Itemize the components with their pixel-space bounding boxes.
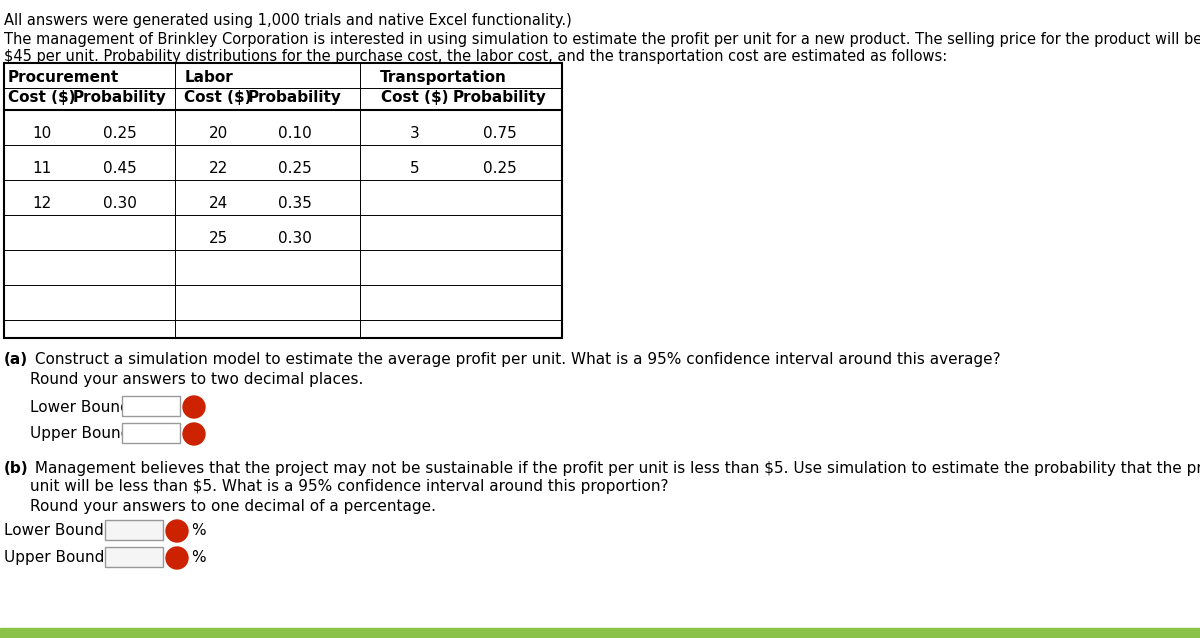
Text: 20: 20 — [209, 126, 228, 141]
Text: Probability: Probability — [73, 90, 167, 105]
Text: Lower Bound: $: Lower Bound: $ — [30, 399, 150, 414]
FancyBboxPatch shape — [106, 520, 163, 540]
Text: (b): (b) — [4, 461, 29, 476]
Text: 0.35: 0.35 — [278, 196, 312, 211]
Text: Cost ($): Cost ($) — [185, 90, 252, 105]
Text: 25: 25 — [209, 231, 228, 246]
Text: 12: 12 — [142, 426, 161, 440]
Text: 24: 24 — [209, 196, 228, 211]
Text: 0.45: 0.45 — [103, 161, 137, 176]
Text: Procurement: Procurement — [8, 70, 119, 85]
Text: 12: 12 — [32, 196, 52, 211]
Text: 22: 22 — [209, 161, 228, 176]
Text: Transportation: Transportation — [380, 70, 506, 85]
FancyBboxPatch shape — [122, 423, 180, 443]
Text: Round your answers to one decimal of a percentage.: Round your answers to one decimal of a p… — [30, 499, 436, 514]
Text: Cost ($): Cost ($) — [8, 90, 76, 105]
Text: Labor: Labor — [185, 70, 234, 85]
FancyBboxPatch shape — [122, 396, 180, 416]
Text: Lower Bound:: Lower Bound: — [4, 523, 109, 538]
Text: All answers were generated using 1,000 trials and native Excel functionality.): All answers were generated using 1,000 t… — [4, 13, 571, 28]
Text: 0.25: 0.25 — [484, 161, 517, 176]
Text: Management believes that the project may not be sustainable if the profit per un: Management believes that the project may… — [30, 461, 1200, 476]
Text: %: % — [191, 523, 205, 538]
Text: 0.30: 0.30 — [103, 196, 137, 211]
Circle shape — [182, 423, 205, 445]
Text: 5: 5 — [410, 161, 420, 176]
Text: Probability: Probability — [248, 90, 342, 105]
Text: $45 per unit. Probability distributions for the purchase cost, the labor cost, a: $45 per unit. Probability distributions … — [4, 49, 947, 64]
Text: Round your answers to two decimal places.: Round your answers to two decimal places… — [30, 372, 364, 387]
Circle shape — [182, 396, 205, 418]
Text: ✕: ✕ — [172, 551, 182, 565]
Bar — [4, 63, 562, 338]
Text: Upper Bound: $: Upper Bound: $ — [30, 426, 150, 441]
Text: 0.30: 0.30 — [278, 231, 312, 246]
FancyBboxPatch shape — [106, 547, 163, 567]
Bar — [0, 628, 1200, 638]
Text: 0.25: 0.25 — [103, 126, 137, 141]
Text: unit will be less than $5. What is a 95% confidence interval around this proport: unit will be less than $5. What is a 95%… — [30, 479, 668, 494]
Text: %: % — [191, 550, 205, 565]
Text: 11: 11 — [32, 161, 52, 176]
Text: Cost ($): Cost ($) — [382, 90, 449, 105]
Text: ✕: ✕ — [188, 401, 199, 413]
Circle shape — [166, 547, 188, 569]
Text: 0.10: 0.10 — [278, 126, 312, 141]
Text: 0.75: 0.75 — [484, 126, 517, 141]
Circle shape — [166, 520, 188, 542]
Text: 10: 10 — [32, 126, 52, 141]
Text: Upper Bound:: Upper Bound: — [4, 550, 109, 565]
Text: (a): (a) — [4, 352, 28, 367]
Text: 0.25: 0.25 — [278, 161, 312, 176]
Text: Probability: Probability — [454, 90, 547, 105]
Text: ✕: ✕ — [188, 427, 199, 440]
Text: 3: 3 — [410, 126, 420, 141]
Text: ✕: ✕ — [172, 524, 182, 537]
Text: The management of Brinkley Corporation is interested in using simulation to esti: The management of Brinkley Corporation i… — [4, 32, 1200, 47]
Text: Construct a simulation model to estimate the average profit per unit. What is a : Construct a simulation model to estimate… — [30, 352, 1001, 367]
Text: 11.05: 11.05 — [130, 399, 173, 413]
